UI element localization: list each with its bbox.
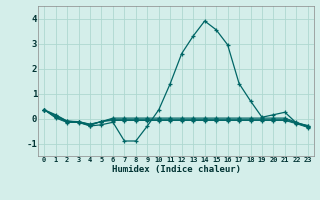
X-axis label: Humidex (Indice chaleur): Humidex (Indice chaleur) xyxy=(111,165,241,174)
